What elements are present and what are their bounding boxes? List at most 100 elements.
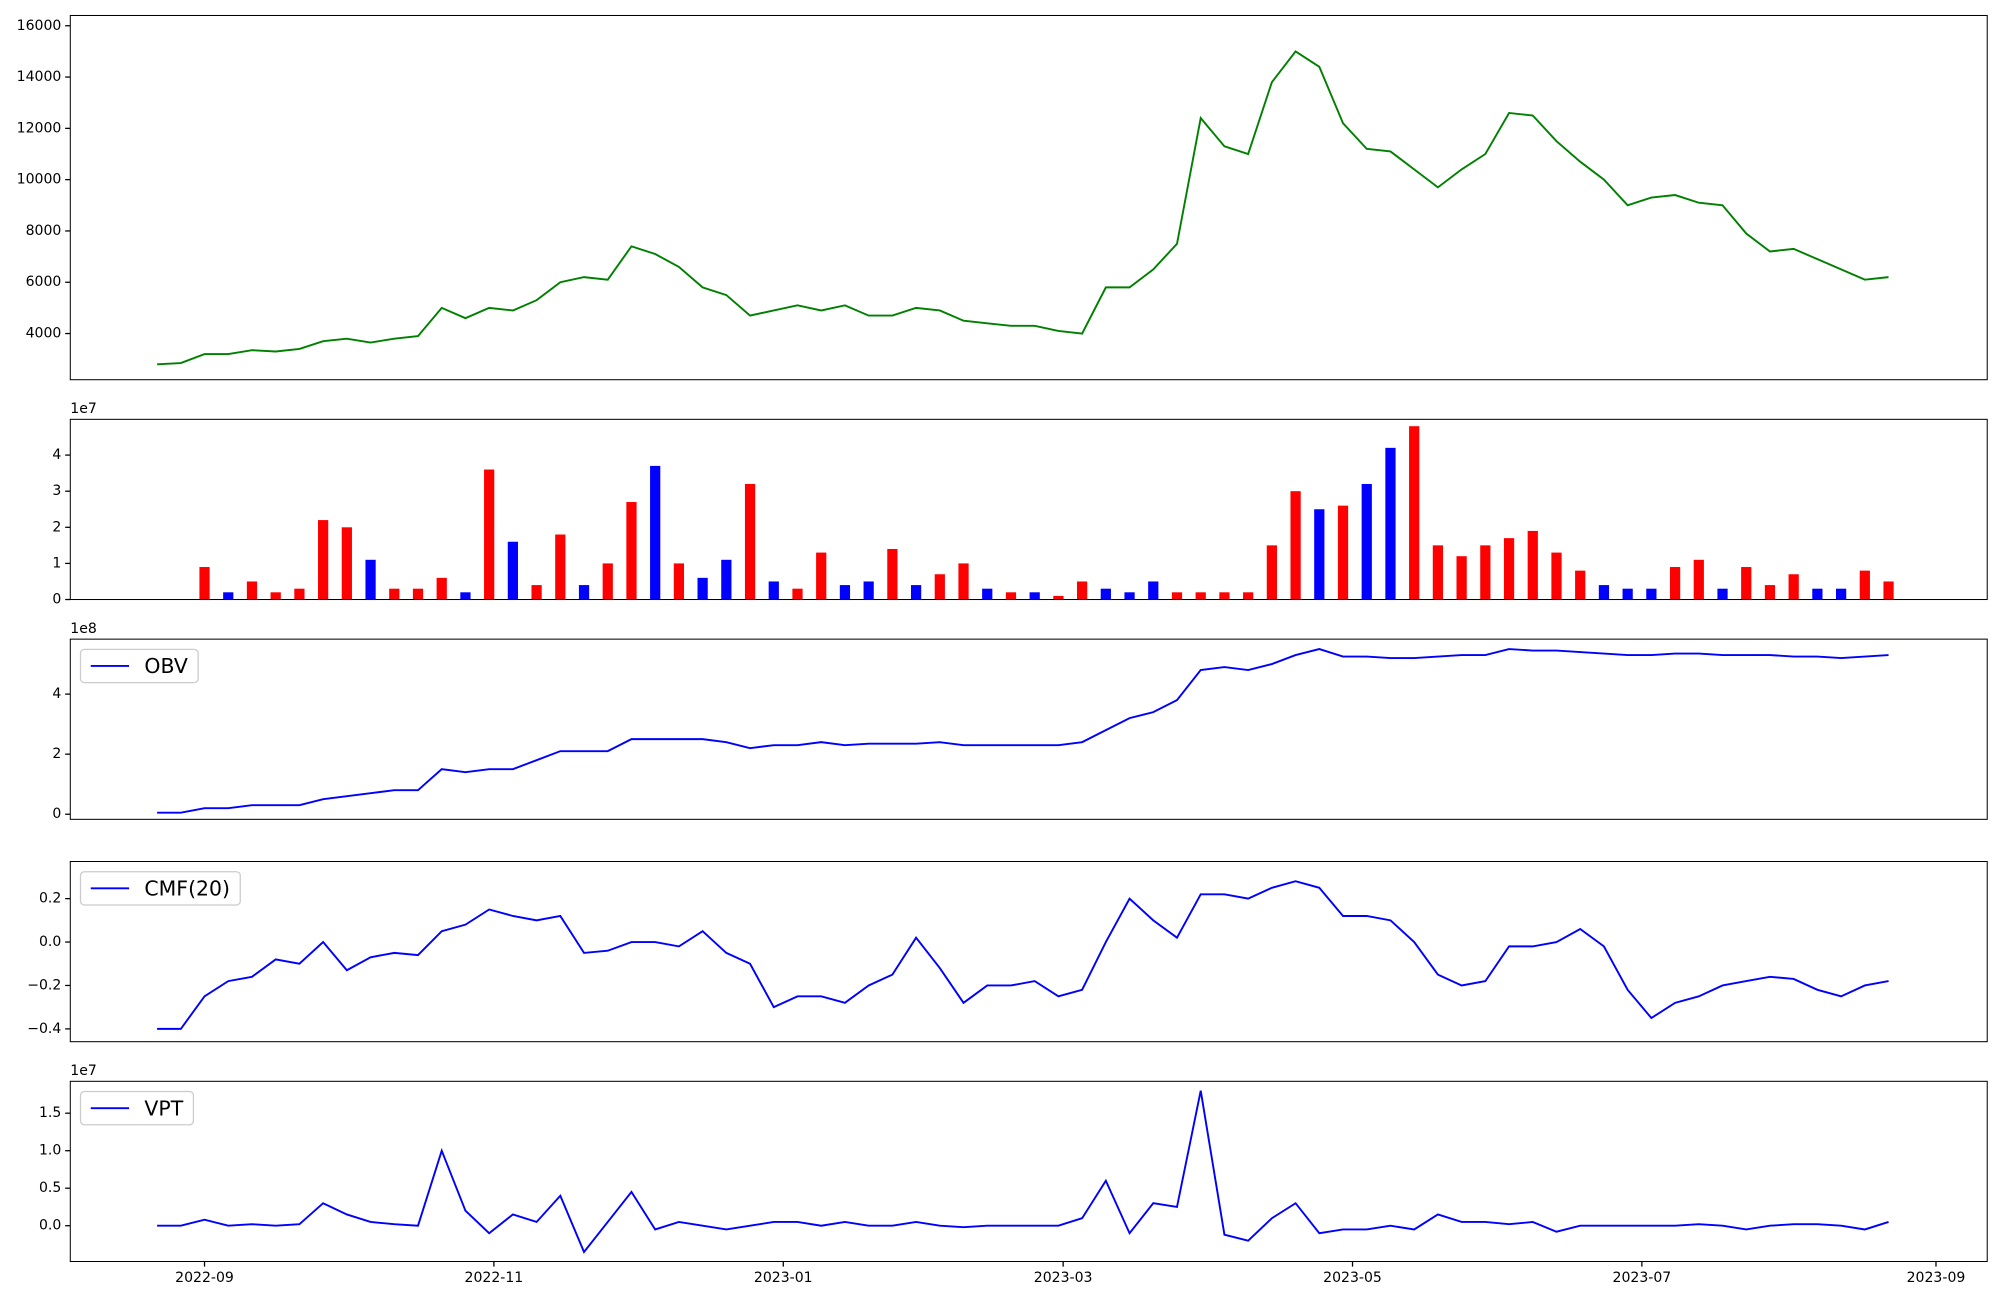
bar [744, 483, 756, 600]
bar [1717, 588, 1728, 600]
y-tick-label: 10000 [17, 172, 62, 188]
y-tick-label: 8000 [26, 223, 62, 239]
y-tick-label: 16000 [17, 18, 62, 34]
y-tick-label: 6000 [26, 274, 62, 290]
bar [507, 541, 518, 600]
bar [1669, 567, 1681, 600]
bar [412, 588, 424, 600]
bar [341, 527, 352, 600]
bar [1314, 509, 1325, 600]
bar [199, 567, 210, 600]
line [157, 880, 1889, 1030]
bar [1527, 530, 1538, 600]
bar [1077, 581, 1088, 600]
y-tick-label: 14000 [17, 69, 62, 85]
bar [1409, 426, 1420, 600]
bar [270, 592, 281, 600]
bar [650, 465, 661, 600]
bar [1503, 538, 1515, 600]
bar [673, 563, 685, 600]
line [157, 50, 1889, 366]
bar [1100, 588, 1111, 600]
bar [460, 592, 471, 600]
bar [318, 520, 329, 600]
bar [910, 585, 922, 600]
bar [1029, 592, 1040, 600]
legend-label: OBV [144, 654, 187, 678]
bar [1764, 585, 1776, 600]
bar [697, 577, 708, 600]
bar [223, 592, 234, 600]
y-tick-label: 0.0 [39, 934, 61, 950]
y-tick-label: −0.2 [27, 977, 61, 993]
bar [1622, 588, 1633, 600]
bar [816, 552, 827, 600]
bar [721, 559, 732, 600]
bar [1741, 567, 1752, 600]
bar [484, 469, 495, 600]
legend-box [79, 871, 241, 906]
bar [555, 534, 566, 600]
bar [1598, 585, 1610, 600]
y-tick-label: 0.0 [39, 1218, 61, 1234]
bar [1337, 505, 1349, 600]
bar [531, 585, 542, 600]
bar [1646, 588, 1657, 600]
bar [1551, 552, 1562, 600]
bar [1456, 556, 1467, 600]
y-tick-label: 4 [52, 686, 61, 702]
bar [768, 581, 779, 600]
y-tick-label: 0 [52, 806, 61, 822]
offset-label: 1e7 [70, 401, 97, 417]
bar [1124, 592, 1135, 600]
bar [863, 581, 874, 600]
bar [1219, 592, 1230, 600]
bar [982, 588, 993, 600]
y-tick-label: 0.5 [39, 1180, 61, 1196]
y-tick-label: −0.4 [27, 1021, 61, 1037]
bar [934, 574, 945, 600]
axes-frame [69, 418, 1988, 601]
bar [1266, 545, 1277, 600]
x-tick-label: 2022-09 [175, 1270, 234, 1286]
axes-frame [69, 14, 1988, 381]
bar [1148, 581, 1159, 600]
bar [1243, 592, 1254, 600]
bar [1361, 483, 1372, 600]
bar [1788, 574, 1799, 600]
bar [1171, 592, 1183, 600]
x-tick-label: 2023-05 [1323, 1270, 1382, 1286]
y-tick-label: 4 [52, 447, 61, 463]
line [157, 1090, 1889, 1254]
bar [1195, 592, 1206, 600]
bar [887, 548, 898, 600]
bar [1290, 491, 1301, 600]
bar [578, 585, 590, 600]
bar [1812, 588, 1823, 600]
bar [246, 581, 258, 600]
bar [839, 585, 851, 600]
offset-label: 1e8 [70, 621, 97, 637]
bar [365, 559, 376, 600]
y-tick-label: 1.0 [39, 1143, 61, 1159]
x-tick-label: 2023-09 [1907, 1270, 1966, 1286]
bar [1575, 570, 1586, 600]
y-tick-label: 12000 [17, 120, 62, 136]
offset-label: 1e7 [70, 1063, 97, 1079]
legend-box [79, 648, 199, 684]
bar [1859, 570, 1870, 600]
y-tick-label: 4000 [26, 326, 62, 342]
x-tick-label: 2023-07 [1613, 1270, 1672, 1286]
legend-box [79, 1090, 195, 1126]
y-tick-label: 1.5 [39, 1105, 61, 1121]
bar [1836, 588, 1847, 600]
x-tick-label: 2023-03 [1034, 1270, 1093, 1286]
bar [1053, 595, 1064, 600]
y-tick-label: 0.2 [39, 891, 61, 907]
y-tick-label: 3 [52, 483, 61, 499]
axes-frame [69, 1080, 1988, 1263]
x-tick-label: 2022-11 [465, 1270, 524, 1286]
x-tick-label: 2023-01 [754, 1270, 813, 1286]
axes-frame [69, 638, 1988, 820]
